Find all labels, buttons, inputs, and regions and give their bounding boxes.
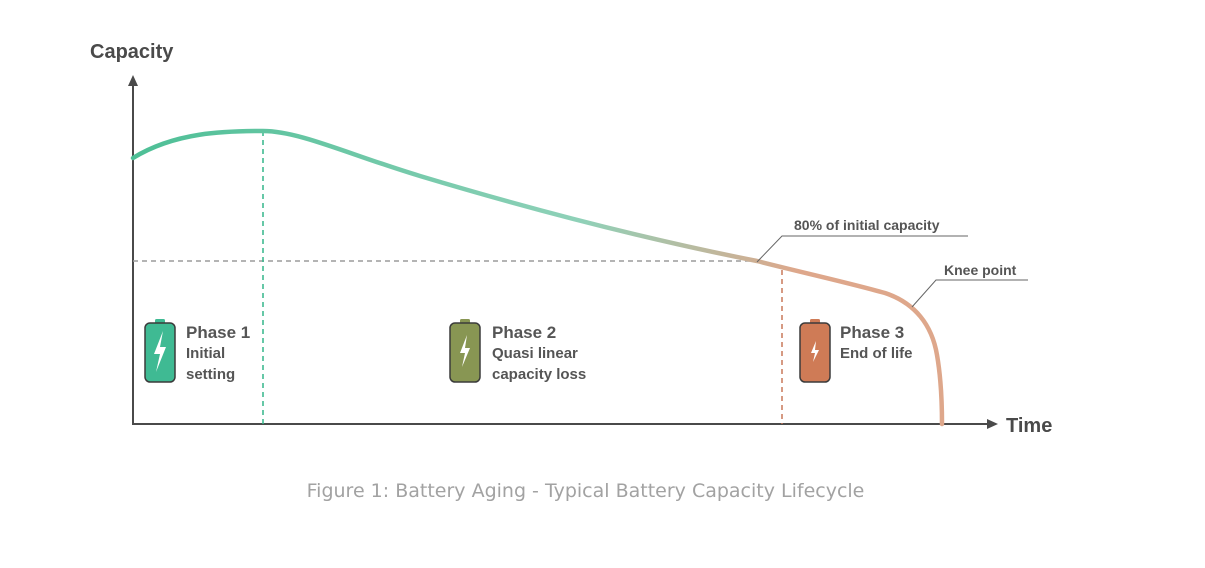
phase3-group: Phase 3 End of life bbox=[799, 319, 913, 383]
threshold-callout-line bbox=[756, 235, 968, 263]
y-axis-label: Capacity bbox=[90, 41, 174, 63]
phase2-bolt-icon bbox=[460, 335, 470, 367]
phase2-battery-icon bbox=[449, 319, 481, 383]
figure-caption: Figure 1: Battery Aging - Typical Batter… bbox=[306, 480, 865, 502]
phase1-desc-line2: setting bbox=[186, 366, 235, 383]
x-axis-label: Time bbox=[1006, 415, 1052, 437]
phase3-desc-line1: End of life bbox=[840, 345, 913, 362]
phase2-desc-line2: capacity loss bbox=[492, 366, 586, 383]
phase1-bolt-icon bbox=[154, 331, 166, 372]
threshold-label: 80% of initial capacity bbox=[794, 217, 940, 233]
x-axis-arrowhead bbox=[987, 419, 998, 429]
capacity-curve bbox=[130, 128, 945, 427]
phase1-title: Phase 1 bbox=[186, 323, 250, 342]
phase2-desc-line1: Quasi linear bbox=[492, 345, 578, 362]
phase3-battery-icon bbox=[799, 319, 831, 383]
knee-callout-line bbox=[911, 279, 1028, 308]
phase2-group: Phase 2 Quasi linear capacity loss bbox=[449, 319, 586, 383]
knee-point-label: Knee point bbox=[944, 262, 1017, 278]
phase3-title: Phase 3 bbox=[840, 323, 904, 342]
phase2-title: Phase 2 bbox=[492, 323, 556, 342]
phase1-battery-icon bbox=[144, 319, 176, 383]
y-axis-arrowhead bbox=[128, 75, 138, 86]
phase1-desc-line1: Initial bbox=[186, 345, 225, 362]
phase3-bolt-icon bbox=[811, 341, 819, 362]
phase1-group: Phase 1 Initial setting bbox=[144, 319, 250, 383]
